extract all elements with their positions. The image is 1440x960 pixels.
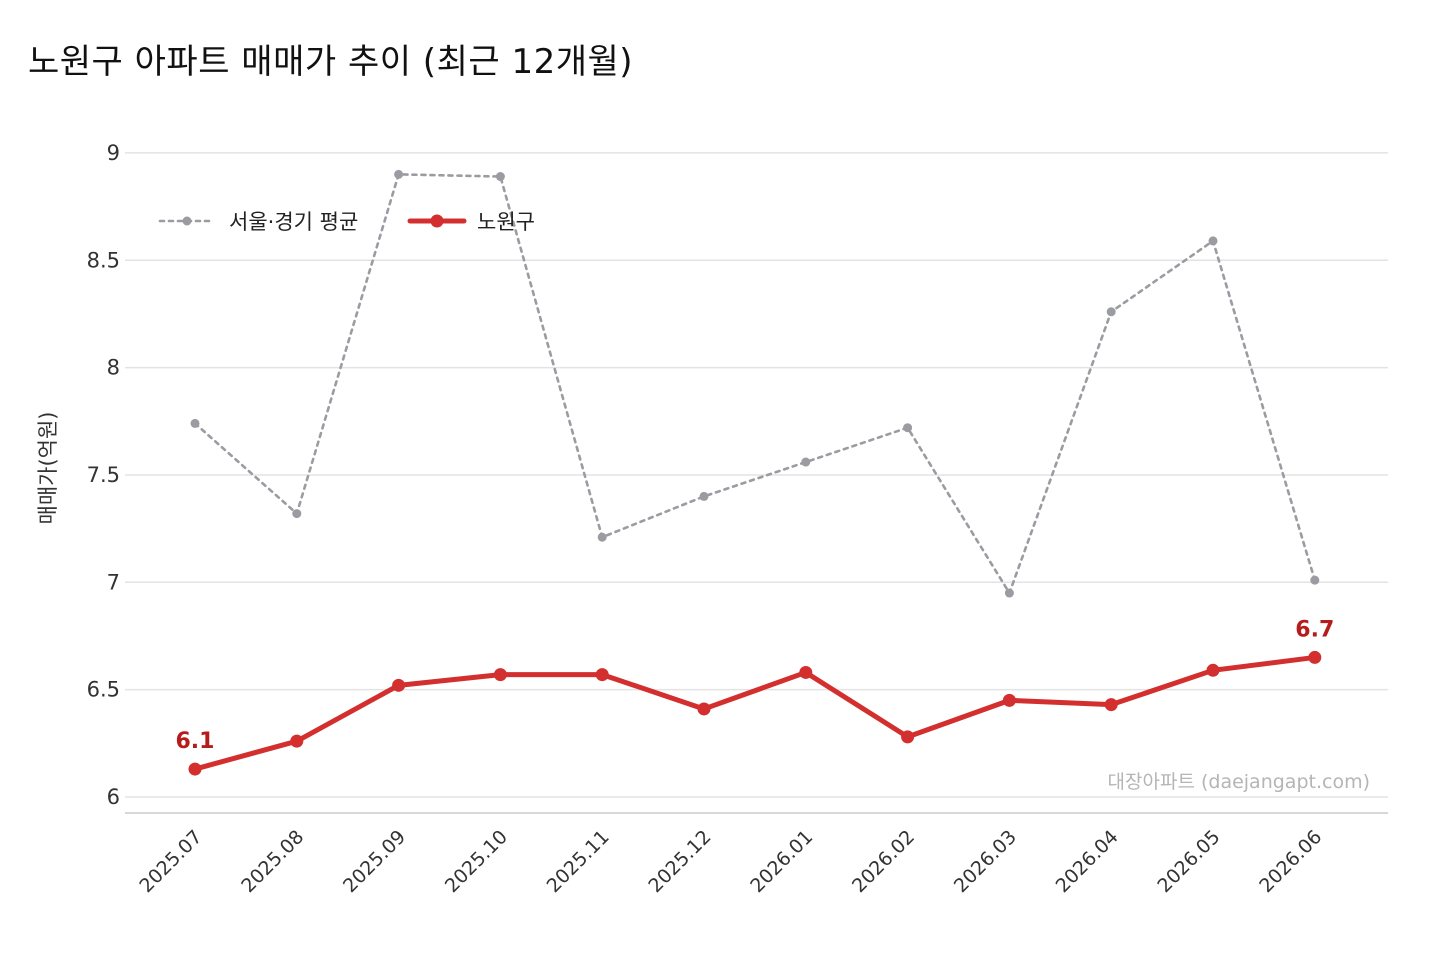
data-point <box>1208 236 1218 246</box>
data-point <box>1106 307 1116 317</box>
data-point <box>595 668 609 682</box>
x-axis-ticks: 2025.07 2025.08 2025.09 2025.10 2025.11 2025.… <box>135 826 1326 897</box>
data-point <box>290 734 304 748</box>
data-point <box>1206 663 1220 677</box>
legend-marker-avg <box>182 216 192 226</box>
x-tick-label: 2026.06 <box>1255 826 1326 897</box>
x-tick-label: 2025.12 <box>644 826 715 897</box>
y-tick-label: 9 <box>107 141 120 165</box>
data-point <box>799 665 813 679</box>
y-axis-label: 매매가(억원) <box>36 412 60 525</box>
data-point <box>697 702 711 716</box>
data-point <box>597 532 607 542</box>
data-point <box>1002 693 1016 707</box>
data-labels: 6.1 6.7 <box>176 617 1335 754</box>
x-tick-label: 2026.04 <box>1052 826 1123 897</box>
x-tick-label: 2026.05 <box>1153 826 1224 897</box>
data-point <box>699 491 709 501</box>
x-tick-label: 2026.03 <box>950 826 1021 897</box>
chart-title: 노원구 아파트 매매가 추이 (최근 12개월) <box>28 42 634 82</box>
data-point <box>493 668 507 682</box>
x-tick-label: 2026.01 <box>746 826 817 897</box>
data-point <box>394 169 404 179</box>
series-line-1 <box>192 654 1318 772</box>
x-tick-label: 2025.11 <box>543 826 614 897</box>
data-point <box>495 172 505 182</box>
x-tick-label: 2026.02 <box>848 826 919 897</box>
legend-marker-nowon <box>430 214 444 228</box>
y-tick-label: 6.5 <box>87 678 120 702</box>
x-tick-label: 2025.09 <box>339 826 410 897</box>
series-line-0 <box>193 173 1317 595</box>
y-tick-label: 8 <box>107 356 120 380</box>
y-tick-label: 8.5 <box>87 248 120 272</box>
x-tick-label: 2025.08 <box>237 826 308 897</box>
data-point <box>190 418 200 428</box>
y-tick-label: 7.5 <box>87 463 120 487</box>
data-point <box>1004 588 1014 598</box>
data-point <box>903 423 913 433</box>
data-point <box>188 762 202 776</box>
y-tick-label: 6 <box>107 785 120 809</box>
legend-label-avg: 서울·경기 평균 <box>229 210 358 234</box>
x-tick-label: 2025.07 <box>135 826 206 897</box>
y-tick-label: 7 <box>107 570 120 594</box>
data-point <box>901 730 915 744</box>
legend-label-nowon: 노원구 <box>477 210 535 234</box>
data-point <box>1308 650 1322 664</box>
data-point <box>1310 575 1320 585</box>
legend: 서울·경기 평균 노원구 <box>158 210 535 234</box>
data-point <box>392 678 406 692</box>
series-group <box>188 169 1322 776</box>
data-label: 6.1 <box>176 729 215 754</box>
data-point <box>1104 698 1118 712</box>
x-tick-label: 2025.10 <box>441 826 512 897</box>
data-point <box>801 457 811 467</box>
y-axis-ticks: 6 6.5 7 7.5 8 8.5 9 <box>87 141 120 809</box>
watermark: 대장아파트 (daejangapt.com) <box>1108 771 1370 793</box>
data-label: 6.7 <box>1295 617 1334 642</box>
data-point <box>292 509 302 519</box>
